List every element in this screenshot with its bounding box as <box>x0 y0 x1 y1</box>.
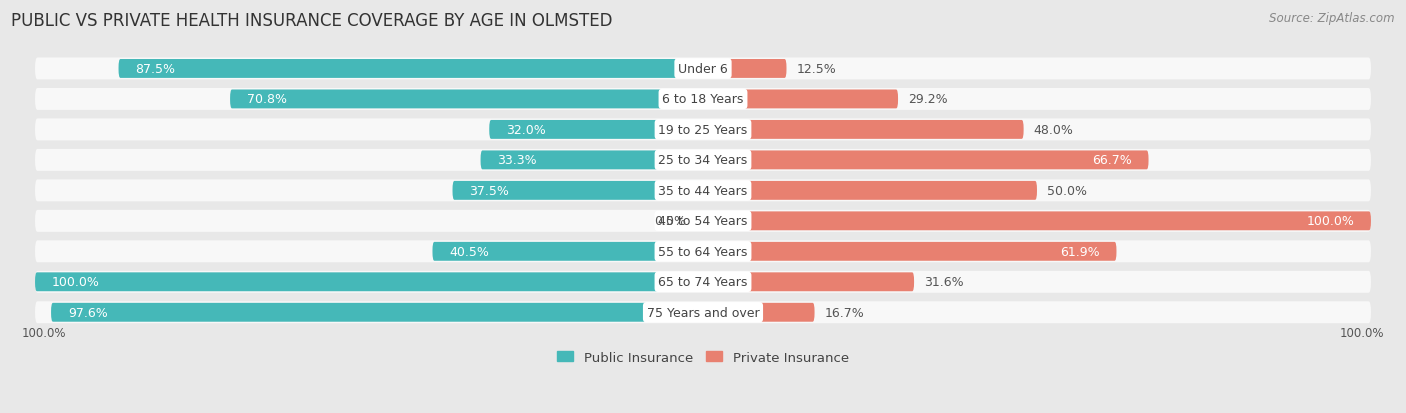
FancyBboxPatch shape <box>35 271 1371 293</box>
FancyBboxPatch shape <box>453 181 703 200</box>
Text: 100.0%: 100.0% <box>52 275 100 289</box>
Text: 61.9%: 61.9% <box>1060 245 1099 258</box>
Text: 33.3%: 33.3% <box>498 154 537 167</box>
Text: 0.0%: 0.0% <box>654 215 686 228</box>
FancyBboxPatch shape <box>481 151 703 170</box>
FancyBboxPatch shape <box>703 273 914 292</box>
FancyBboxPatch shape <box>433 242 703 261</box>
FancyBboxPatch shape <box>35 119 1371 141</box>
FancyBboxPatch shape <box>35 241 1371 263</box>
Text: 16.7%: 16.7% <box>824 306 865 319</box>
Text: Source: ZipAtlas.com: Source: ZipAtlas.com <box>1270 12 1395 25</box>
FancyBboxPatch shape <box>489 121 703 140</box>
FancyBboxPatch shape <box>703 90 898 109</box>
FancyBboxPatch shape <box>703 151 1149 170</box>
FancyBboxPatch shape <box>51 303 703 322</box>
FancyBboxPatch shape <box>703 303 814 322</box>
Text: Under 6: Under 6 <box>678 63 728 76</box>
Text: 31.6%: 31.6% <box>924 275 963 289</box>
Text: 75 Years and over: 75 Years and over <box>647 306 759 319</box>
FancyBboxPatch shape <box>703 60 786 79</box>
FancyBboxPatch shape <box>703 181 1038 200</box>
Text: 100.0%: 100.0% <box>1306 215 1354 228</box>
Legend: Public Insurance, Private Insurance: Public Insurance, Private Insurance <box>553 345 853 369</box>
Text: 70.8%: 70.8% <box>247 93 287 106</box>
Text: 40.5%: 40.5% <box>449 245 489 258</box>
FancyBboxPatch shape <box>35 150 1371 171</box>
FancyBboxPatch shape <box>703 212 1371 231</box>
Text: 55 to 64 Years: 55 to 64 Years <box>658 245 748 258</box>
Text: 12.5%: 12.5% <box>797 63 837 76</box>
FancyBboxPatch shape <box>703 242 1116 261</box>
Text: 29.2%: 29.2% <box>908 93 948 106</box>
Text: 100.0%: 100.0% <box>1340 326 1385 339</box>
Text: 100.0%: 100.0% <box>21 326 66 339</box>
Text: 50.0%: 50.0% <box>1047 185 1087 197</box>
Text: 25 to 34 Years: 25 to 34 Years <box>658 154 748 167</box>
Text: 37.5%: 37.5% <box>470 185 509 197</box>
FancyBboxPatch shape <box>35 301 1371 323</box>
Text: 45 to 54 Years: 45 to 54 Years <box>658 215 748 228</box>
Text: 6 to 18 Years: 6 to 18 Years <box>662 93 744 106</box>
Text: 19 to 25 Years: 19 to 25 Years <box>658 123 748 137</box>
FancyBboxPatch shape <box>35 180 1371 202</box>
FancyBboxPatch shape <box>35 58 1371 80</box>
FancyBboxPatch shape <box>703 121 1024 140</box>
FancyBboxPatch shape <box>118 60 703 79</box>
Text: PUBLIC VS PRIVATE HEALTH INSURANCE COVERAGE BY AGE IN OLMSTED: PUBLIC VS PRIVATE HEALTH INSURANCE COVER… <box>11 12 613 30</box>
Text: 35 to 44 Years: 35 to 44 Years <box>658 185 748 197</box>
Text: 48.0%: 48.0% <box>1033 123 1074 137</box>
FancyBboxPatch shape <box>35 89 1371 111</box>
Text: 66.7%: 66.7% <box>1092 154 1132 167</box>
FancyBboxPatch shape <box>35 273 703 292</box>
Text: 87.5%: 87.5% <box>135 63 176 76</box>
FancyBboxPatch shape <box>35 210 1371 232</box>
Text: 65 to 74 Years: 65 to 74 Years <box>658 275 748 289</box>
FancyBboxPatch shape <box>231 90 703 109</box>
Text: 32.0%: 32.0% <box>506 123 546 137</box>
Text: 97.6%: 97.6% <box>67 306 107 319</box>
